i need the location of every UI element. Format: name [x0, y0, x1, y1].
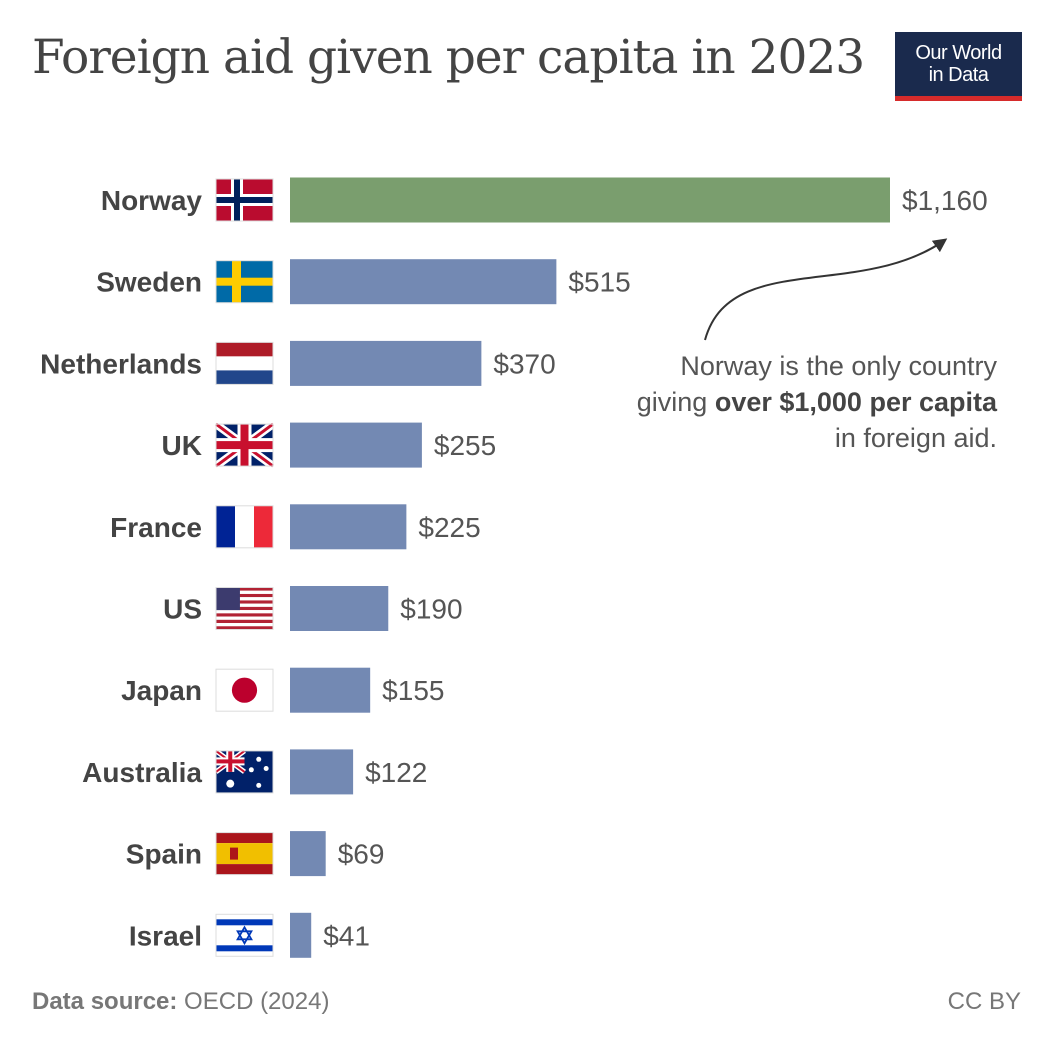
chart-title: Foreign aid given per capita in 2023 [32, 30, 865, 85]
israel-flag-icon [215, 913, 274, 957]
bar-us[interactable] [290, 586, 389, 631]
netherlands-flag-icon [215, 341, 274, 385]
value-label-japan: $155 [382, 675, 444, 706]
logo-line-1: Our World [915, 42, 1002, 64]
annotation-line-2-bold: over $1,000 per capita [714, 387, 997, 417]
data-source: Data source: OECD (2024) [32, 988, 329, 1016]
bar-sweden[interactable] [290, 259, 557, 305]
data-source-label: Data source: [32, 988, 178, 1015]
bar-australia[interactable] [290, 749, 354, 795]
bar-netherlands[interactable] [290, 340, 482, 386]
france-flag-icon [215, 505, 274, 549]
value-label-uk: $255 [434, 430, 496, 461]
value-label-us: $190 [400, 594, 462, 625]
annotation-line-1: Norway is the only country [680, 351, 997, 381]
sweden-flag-icon [215, 260, 274, 304]
value-label-australia: $122 [365, 757, 427, 788]
australia-flag-icon [214, 748, 274, 794]
category-label-us: US [163, 594, 202, 625]
annotation-line-2-prefix: giving [636, 387, 715, 417]
annotation-line-3: in foreign aid. [834, 423, 997, 453]
bar-spain[interactable] [290, 831, 326, 877]
category-label-sweden: Sweden [96, 267, 202, 298]
category-label-spain: Spain [126, 839, 202, 870]
bar-israel[interactable] [290, 912, 312, 958]
japan-flag-icon [215, 668, 274, 712]
category-label-france: France [110, 512, 202, 543]
value-label-netherlands: $370 [493, 348, 555, 379]
category-label-netherlands: Netherlands [40, 348, 202, 379]
value-label-spain: $69 [338, 839, 385, 870]
category-label-australia: Australia [82, 757, 202, 788]
bar-uk[interactable] [290, 422, 422, 468]
bar-france[interactable] [290, 504, 407, 550]
annotation-arrow [704, 238, 948, 341]
uk-flag-icon [213, 420, 276, 470]
annotation-line-2: giving over $1,000 per capita [577, 384, 997, 420]
spain-flag-icon [215, 832, 274, 876]
bar-chart: Norway $1,160 Sweden $515 Netherlands $370 UK $… [40, 177, 988, 958]
value-label-france: $225 [418, 512, 480, 543]
data-source-value: OECD (2024) [177, 988, 330, 1015]
bar-japan[interactable] [290, 667, 371, 713]
value-label-norway: $1,160 [902, 185, 988, 216]
category-label-japan: Japan [121, 675, 202, 706]
logo-line-2: in Data [928, 64, 989, 86]
our-world-in-data-logo[interactable]: Our World in Data [895, 32, 1022, 101]
annotation-text: Norway is the only country giving over $… [577, 348, 997, 456]
category-label-uk: UK [162, 430, 202, 461]
license-label[interactable]: CC BY [947, 988, 1021, 1015]
us-flag-icon [215, 587, 274, 630]
category-label-israel: Israel [129, 920, 202, 951]
value-label-israel: $41 [323, 920, 370, 951]
category-label-norway: Norway [101, 185, 203, 216]
bar-norway[interactable] [290, 177, 890, 223]
norway-flag-icon [215, 178, 274, 222]
value-label-sweden: $515 [568, 267, 630, 298]
